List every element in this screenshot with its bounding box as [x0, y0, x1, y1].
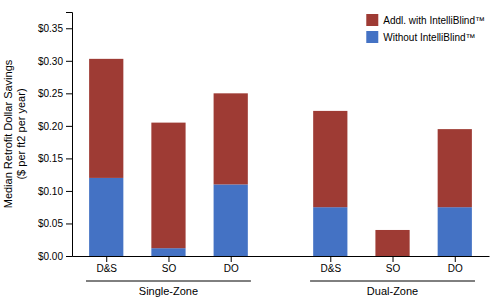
y-tick-mark [66, 28, 72, 29]
x-tick-mark [455, 256, 456, 262]
x-axis-line [73, 256, 490, 257]
y-tick: $0.20 [38, 121, 72, 132]
y-tick: $0.05 [38, 218, 72, 229]
x-tick-label: SO [162, 263, 177, 274]
legend: Addl. with IntelliBlind™ Without IntelliB… [366, 14, 485, 43]
bar [313, 207, 347, 256]
x-tick-label: SO [386, 263, 401, 274]
x-axis: D&S SO DO D&S SO DO [73, 256, 490, 274]
y-tick: $0.00 [38, 251, 72, 262]
y-tick-mark [66, 256, 72, 257]
bar [151, 248, 185, 256]
chart: $0.00 $0.05 $0.10 $0.15 $0.20 $0.25 $0.30 $0.35… [0, 0, 501, 302]
x-tick-label: D&S [321, 263, 342, 274]
legend-item: Addl. with IntelliBlind™ [366, 14, 485, 26]
y-axis-title: Median Retrofit Dollar Savings($ per ft2… [2, 59, 27, 208]
y-tick-label: $0.20 [38, 121, 63, 132]
bar [89, 59, 123, 178]
x-tick-mark [106, 256, 107, 262]
y-tick-label: $0.25 [38, 88, 63, 99]
bar [214, 184, 248, 256]
y-tick: $0.30 [38, 56, 72, 67]
bar-series [89, 178, 472, 256]
y-tick-mark [66, 158, 72, 159]
legend-swatch [366, 31, 378, 43]
bar-series [89, 59, 472, 256]
legend-item: Without IntelliBlind™ [366, 31, 475, 43]
y-tick: $0.25 [38, 88, 72, 99]
x-tick: DO [448, 256, 463, 274]
group-label: Dual-Zone [367, 285, 418, 297]
y-tick-label: $0.00 [38, 251, 63, 262]
group-bracket [86, 281, 251, 282]
y-tick-mark [66, 223, 72, 224]
x-tick: SO [162, 256, 177, 274]
x-tick-mark [393, 256, 394, 262]
plot: $0.00 $0.05 $0.10 $0.15 $0.20 $0.25 $0.30 $0.35… [2, 13, 490, 298]
y-tick-label: $0.10 [38, 186, 63, 197]
x-tick-label: DO [224, 263, 239, 274]
x-tick-label: D&S [96, 263, 117, 274]
bar [313, 111, 347, 207]
y-tick-mark [66, 93, 72, 94]
y-tick-mark [66, 126, 72, 127]
y-tick-label: $0.35 [38, 23, 63, 34]
y-tick: $0.35 [38, 23, 72, 34]
group-label: Single-Zone [139, 285, 198, 297]
y-tick-label: $0.15 [38, 153, 63, 164]
y-axis-line [66, 13, 73, 257]
bars [89, 59, 472, 256]
groups: Single-Zone Dual-Zone [86, 281, 475, 297]
x-tick: D&S [321, 256, 342, 274]
bar [375, 230, 409, 256]
bar [438, 129, 472, 207]
y-tick-mark [66, 191, 72, 192]
legend-label: Addl. with IntelliBlind™ [383, 15, 485, 26]
x-tick: D&S [96, 256, 117, 274]
x-tick-label: DO [448, 263, 463, 274]
y-tick: $0.15 [38, 153, 72, 164]
x-tick-mark [231, 256, 232, 262]
group-bracket [310, 281, 475, 282]
x-tick: SO [386, 256, 401, 274]
x-tick: DO [224, 256, 239, 274]
y-tick-label: $0.30 [38, 56, 63, 67]
y-axis: $0.00 $0.05 $0.10 $0.15 $0.20 $0.25 $0.30 $0.35 [38, 13, 73, 262]
bar [89, 178, 123, 256]
x-tick-mark [330, 256, 331, 262]
bar [214, 93, 248, 184]
y-tick-label: $0.05 [38, 218, 63, 229]
bar [438, 207, 472, 256]
y-tick: $0.10 [38, 186, 72, 197]
legend-swatch [366, 14, 378, 26]
bar [151, 123, 185, 249]
x-tick-mark [168, 256, 169, 262]
y-tick-mark [66, 61, 72, 62]
legend-label: Without IntelliBlind™ [383, 32, 475, 43]
